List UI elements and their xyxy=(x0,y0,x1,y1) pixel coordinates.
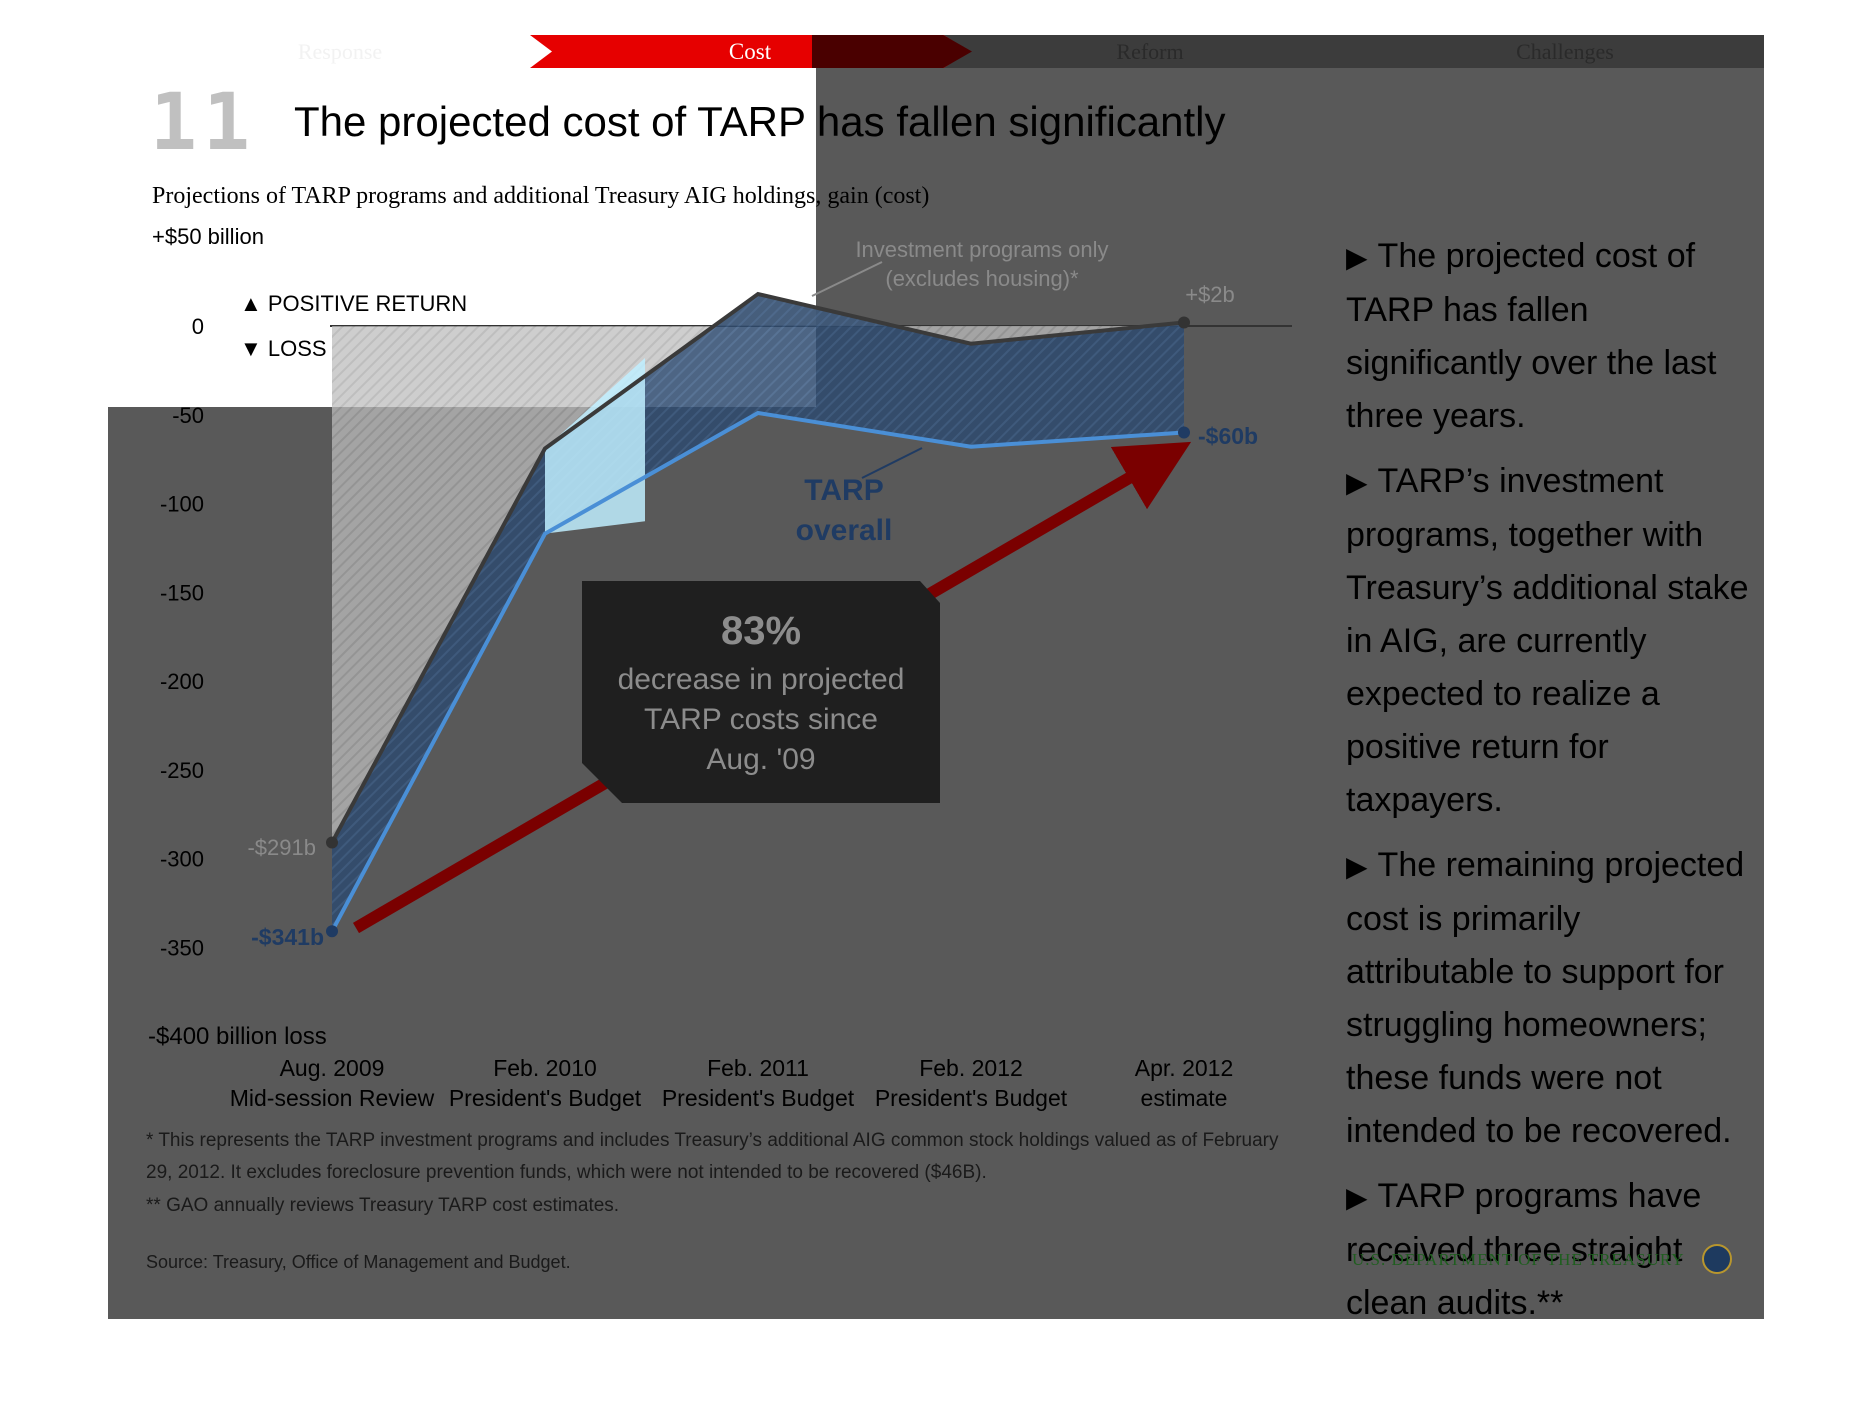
inv-end-label: +$2b xyxy=(1185,282,1235,307)
tab-challenges[interactable]: Challenges xyxy=(1516,39,1614,64)
y-tick-label: -350 xyxy=(160,935,204,960)
tarp-end-label: -$60b xyxy=(1198,423,1258,449)
data-point xyxy=(326,836,338,849)
slide-number: 11 xyxy=(150,78,256,168)
y-tick-label: -100 xyxy=(160,492,204,517)
list-item: ▶ TARP’s investment programs, together wi… xyxy=(1346,462,1749,819)
y-tick-label: -200 xyxy=(160,669,204,694)
callout-box: 83% decrease in projected TARP costs sin… xyxy=(582,581,940,803)
y-tick-label: -300 xyxy=(160,847,204,872)
y-bottom-label: -$400 billion loss xyxy=(148,1023,327,1050)
x-tick-label: Feb. 2010 xyxy=(493,1055,597,1081)
tab-response[interactable]: Response xyxy=(297,39,383,64)
x-tick-label: Feb. 2011 xyxy=(707,1055,809,1081)
y-tick-label: -50 xyxy=(172,403,204,428)
x-tick-sublabel: estimate xyxy=(1141,1085,1228,1111)
investment-area xyxy=(332,294,1184,843)
data-point xyxy=(326,925,338,938)
x-tick-sublabel: President's Budget xyxy=(662,1085,855,1111)
data-point xyxy=(1178,316,1190,329)
play-arrow-icon: ▶ xyxy=(1346,851,1368,882)
y-tick-label: -250 xyxy=(160,758,204,783)
nav-bar-strip xyxy=(816,35,1764,68)
source-note: Source: Treasury, Office of Management a… xyxy=(146,1252,571,1272)
play-arrow-icon: ▶ xyxy=(1346,467,1368,498)
callout-percent: 83% xyxy=(720,609,802,653)
x-tick-sublabel: President's Budget xyxy=(449,1085,642,1111)
footnote-1b: 29, 2012. It excludes foreclosure preven… xyxy=(146,1162,987,1183)
treasury-seal-icon xyxy=(1702,1244,1732,1274)
callout-text: decrease in projected TARP costs since A… xyxy=(617,663,905,776)
y-tick-label: -150 xyxy=(160,580,204,605)
tarp-leader-line xyxy=(861,447,923,479)
x-tick-label: Feb. 2012 xyxy=(919,1055,1023,1081)
loss-label: ▼ LOSS xyxy=(240,336,327,361)
tarp-overall-label-1: TARP xyxy=(804,474,883,507)
x-tick-sublabel: President's Budget xyxy=(875,1085,1068,1111)
tab-cost-shadow xyxy=(812,35,972,68)
tarp-overall-label-2: overall xyxy=(796,514,893,547)
list-item: ▶ The remaining projected cost is primari… xyxy=(1346,846,1745,1150)
treasury-brand: U.S. DEPARTMENT OF THE TREASURY xyxy=(1352,1250,1685,1269)
list-item: ▶ TARP programs have received three strai… xyxy=(1346,1177,1702,1322)
footnote-1a: * This represents the TARP investment pr… xyxy=(146,1130,1279,1151)
x-tick-label: Aug. 2009 xyxy=(280,1055,385,1081)
y-top-label: +$50 billion xyxy=(152,224,264,249)
play-arrow-icon: ▶ xyxy=(1346,1182,1368,1213)
list-item: ▶ The projected cost of TARP has fallen s… xyxy=(1346,237,1717,435)
y-tick-label: 0 xyxy=(192,314,204,339)
page-title: The projected cost of TARP has fallen si… xyxy=(294,98,1226,145)
x-tick-sublabel: Mid-session Review xyxy=(230,1085,435,1111)
tab-reform[interactable]: Reform xyxy=(1116,39,1184,64)
bullet-list: ▶ The projected cost of TARP has fallen s… xyxy=(1346,230,1756,1342)
tarp-start-label: -$341b xyxy=(251,924,324,950)
inv-leader-line xyxy=(811,261,883,297)
data-point xyxy=(1178,426,1190,439)
x-tick-label: Apr. 2012 xyxy=(1135,1055,1233,1081)
inv-start-label: -$291b xyxy=(247,835,316,860)
series-tarp-overall-line xyxy=(330,410,1185,933)
inv-series-label-1: Investment programs only xyxy=(855,237,1108,262)
play-arrow-icon: ▶ xyxy=(1346,242,1368,273)
series-investment-line xyxy=(330,291,1185,844)
positive-return-label: ▲ POSITIVE RETURN xyxy=(240,291,467,316)
inv-series-label-2: (excludes housing)* xyxy=(885,266,1079,291)
footnote-2: ** GAO annually reviews Treasury TARP co… xyxy=(146,1195,620,1216)
chart-title: Projections of TARP programs and additio… xyxy=(152,183,930,209)
